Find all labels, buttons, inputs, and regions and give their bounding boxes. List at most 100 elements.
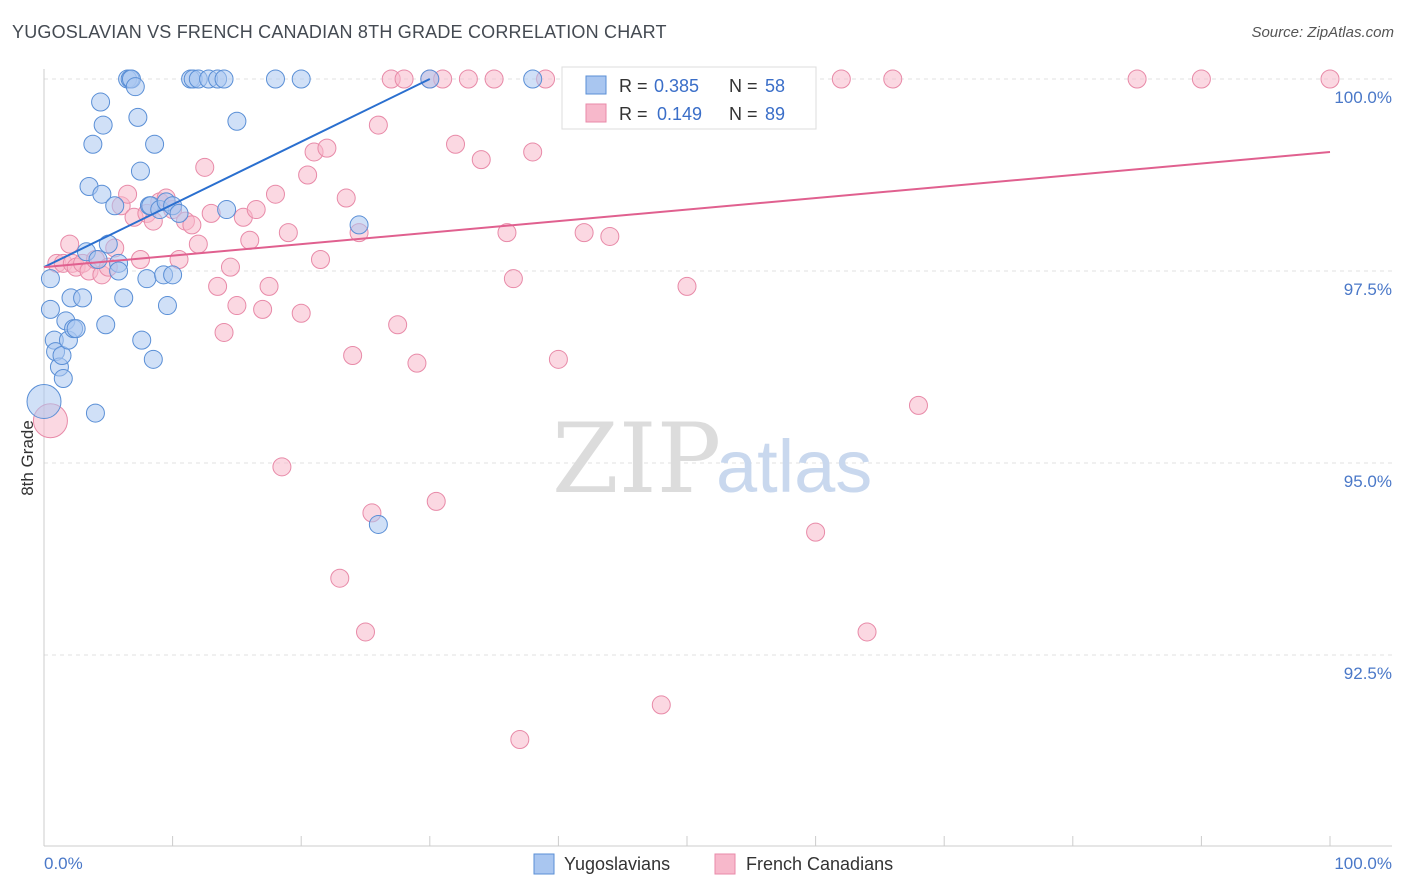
french-canadians-point [1320,69,1340,89]
yugoslavians-point [40,299,60,319]
french-canadians-point [651,695,671,715]
french-canadians-point [510,729,530,749]
french-canadians-point [214,322,234,342]
legend-n-value-2: 89 [765,104,785,124]
french-canadians-point [272,457,292,477]
french-canadians-trend-line [43,150,1331,269]
yugoslavians-trend-line [43,78,431,269]
french-canadians-point [240,230,260,250]
french-canadians-point [227,296,247,316]
french-canadians-point [356,622,375,642]
yugoslavians-point [523,69,543,89]
french-canadians-point [259,276,279,296]
french-canadians-point [407,353,427,373]
french-canadians-point [246,200,266,220]
series-legend-label-french-canadians: French Canadians [746,854,893,874]
french-canadians-point [343,345,363,365]
yugoslavians-point [105,196,125,216]
french-canadians-point [677,276,697,296]
source-label: Source: ZipAtlas.com [1251,24,1394,41]
yugoslavians-point [96,315,116,335]
yugoslavians-point [349,215,369,235]
x-tick-label-min: 0.0% [44,854,83,873]
french-canadians-point [458,69,478,89]
french-canadians-point [806,522,826,542]
french-canadians-point [857,622,877,642]
yugoslavians-point [132,330,152,350]
yugoslavians-point [291,69,311,89]
french-canadians-point [291,303,311,323]
yugoslavians-point [83,134,103,154]
series-legend-swatch-french-canadians [714,853,736,875]
french-canadians-point [600,226,620,246]
french-canadians-point [265,184,285,204]
yugoslavians-point [163,265,183,285]
french-canadians-point [1127,69,1147,89]
french-canadians-point [426,491,446,511]
french-canadians-point [253,299,273,319]
y-tick-label: 95.0% [1344,472,1392,491]
french-canadians-point [574,223,594,243]
legend-n-label-2: N = [729,104,758,124]
french-canadians-point [317,138,337,158]
legend-swatch-french-canadians [585,103,607,123]
french-canadians-point [908,395,928,415]
yugoslavians-point [92,184,112,204]
yugoslavians-point [227,111,247,131]
watermark-atlas: atlas [716,425,872,508]
yugoslavians-point [137,269,157,289]
axis-layer [43,69,1392,847]
watermark-zip: ZIP [552,403,721,515]
french-canadians-point [310,249,330,269]
yugoslavians-point [114,288,134,308]
legend-n-label-1: N = [729,76,758,96]
yugoslavians-point [40,269,60,289]
series-legend: Yugoslavians French Canadians [533,853,893,875]
french-canadians-point [298,165,318,185]
french-canadians-point [195,157,215,177]
yugoslavians-point [73,288,93,308]
yugoslavians-point [169,203,189,223]
legend-r-label-1: R = [619,76,648,96]
french-canadians-point [330,568,350,588]
yugoslavians-point [217,200,237,220]
french-canadians-point [831,69,851,89]
yugoslavians-point [214,69,234,89]
yugoslavians-point [125,77,145,97]
french-canadians-point [471,150,491,170]
french-canadians-point [1191,69,1211,89]
watermark: ZIP atlas [552,403,872,515]
y-tick-label: 97.5% [1344,280,1392,299]
yugoslavians-point [143,349,163,369]
y-tick-label: 92.5% [1344,664,1392,683]
yugoslavians-points [26,69,543,534]
yugoslavians-point [93,115,113,135]
french-canadians-point [118,184,138,204]
french-canadians-point [278,223,298,243]
trend-lines [43,78,1331,269]
french-canadians-point [548,349,568,369]
french-canadians-point [336,188,356,208]
yugoslavians-point [109,261,129,281]
yugoslavians-point [85,403,105,423]
french-canadians-point [503,269,523,289]
french-canadians-point [368,115,388,135]
legend-r-value-2: 0.149 [657,104,702,124]
legend-r-label-2: R = [619,104,648,124]
chart-title: YUGOSLAVIAN VS FRENCH CANADIAN 8TH GRADE… [12,22,667,42]
french-canadians-point [446,134,466,154]
yugoslavians-point [265,69,285,89]
french-canadians-point [208,276,228,296]
legend-swatch-yugoslavians [585,75,607,95]
yugoslavians-point [53,369,73,389]
yugoslavians-point [130,161,150,181]
series-legend-swatch-yugoslavians [533,853,555,875]
french-canadians-point [388,315,408,335]
y-tick-labels: 100.0% 97.5% 95.0% 92.5% [1334,88,1392,683]
french-canadians-point [394,69,414,89]
x-tick-label-max: 100.0% [1334,854,1392,873]
yugoslavians-point [128,107,148,127]
legend-n-value-1: 58 [765,76,785,96]
yugoslavians-point [145,134,165,154]
